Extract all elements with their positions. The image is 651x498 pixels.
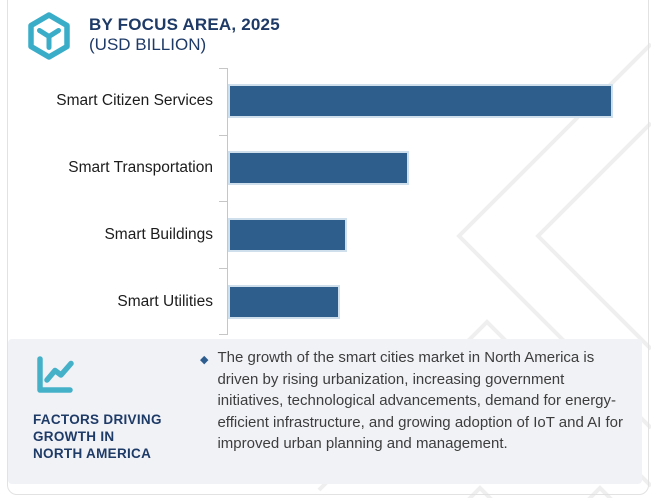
line-chart-icon [33, 352, 198, 403]
bar-track [228, 68, 644, 135]
factors-info-panel: FACTORS DRIVING GROWTH IN NORTH AMERICA … [8, 339, 642, 484]
chart-subtitle: (USD BILLION) [89, 35, 207, 54]
hexagon-cube-icon [25, 11, 73, 61]
bar-track [228, 202, 644, 269]
bar-row: Smart Citizen Services [8, 68, 644, 135]
bar-row: Smart Buildings [8, 202, 644, 269]
bar [228, 217, 348, 252]
bar [228, 284, 340, 319]
category-label: Smart Transportation [68, 159, 213, 177]
y-axis-line [227, 68, 228, 335]
bar-chart: Smart Citizen Services Smart Transportat… [8, 68, 644, 335]
panel-heading: FACTORS DRIVING GROWTH IN NORTH AMERICA [33, 412, 162, 461]
axis-tick [219, 68, 227, 69]
axis-tick [219, 201, 227, 202]
chart-title: BY FOCUS AREA, 2025 [89, 15, 280, 34]
bar-track [228, 268, 644, 335]
axis-tick [219, 134, 227, 136]
bar-track [228, 135, 644, 202]
panel-body-text: The growth of the smart cities market in… [217, 349, 623, 452]
chart-header: BY FOCUS AREA, 2025 (USD BILLION) [25, 11, 280, 61]
bar-row: Smart Transportation [8, 135, 644, 202]
bar-rows: Smart Citizen Services Smart Transportat… [8, 68, 644, 335]
category-label: Smart Utilities [117, 292, 213, 310]
axis-tick [219, 334, 227, 335]
bar [228, 151, 409, 186]
axis-tick [219, 267, 227, 269]
category-label: Smart Citizen Services [56, 92, 213, 110]
category-label: Smart Buildings [104, 225, 213, 243]
diamond-bullet-icon: ◆ [200, 354, 209, 366]
bar-row: Smart Utilities [8, 268, 644, 335]
bar [228, 84, 613, 119]
